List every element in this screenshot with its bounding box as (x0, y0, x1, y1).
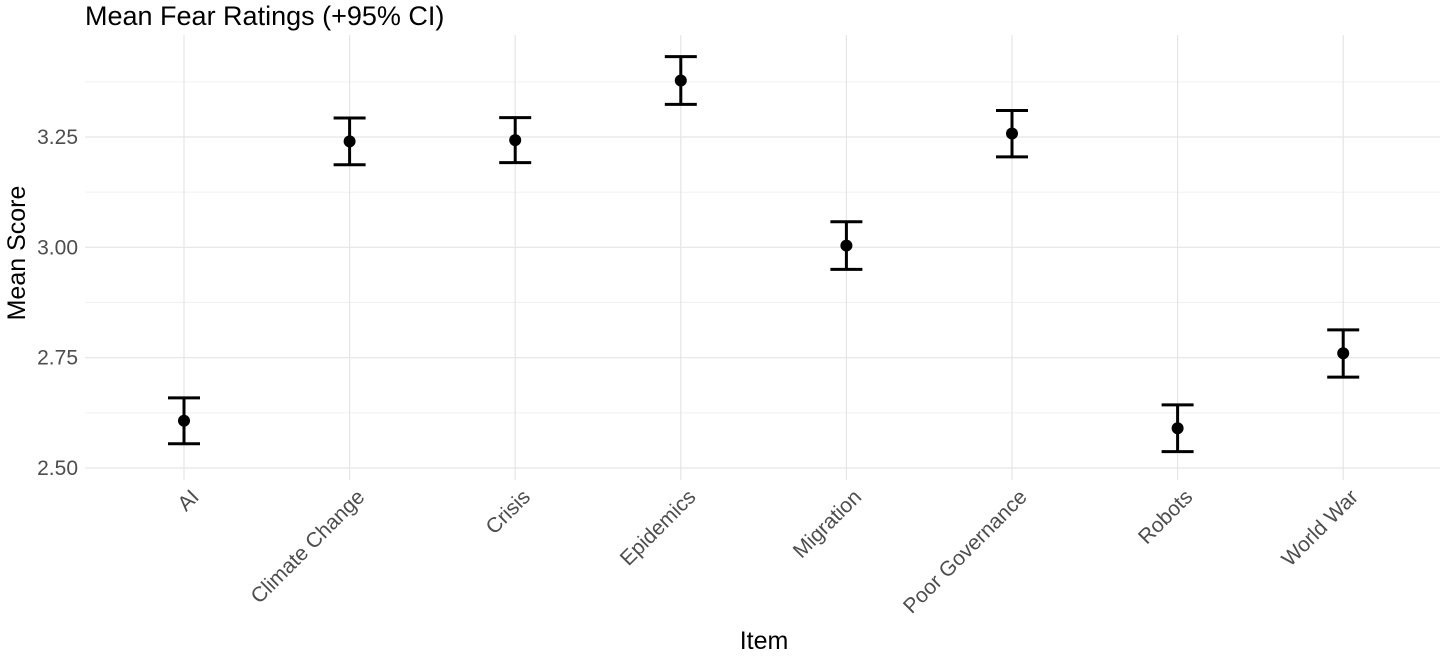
errorbar-group (664, 55, 697, 106)
x-tick-label: Migration (789, 485, 866, 562)
errorbar-group (333, 116, 366, 167)
errorbar-group (1327, 328, 1360, 379)
errorbar-group (996, 109, 1028, 159)
data-point (674, 74, 687, 87)
x-tick-label: Epidemics (616, 485, 701, 570)
data-point (178, 414, 190, 427)
errorbar-group (168, 396, 200, 446)
x-tick-label: Climate Change (247, 485, 370, 608)
y-tick-label: 2.75 (37, 347, 78, 370)
data-point (343, 135, 356, 148)
errorbar-group (1161, 403, 1194, 454)
y-axis-ticks: 2.50 2.75 3.00 3.25 (37, 126, 78, 480)
x-tick-label: World War (1277, 485, 1363, 571)
chart-title: Mean Fear Ratings (+95% CI) (85, 1, 444, 31)
errorbar-group (830, 220, 863, 271)
data-marks (168, 55, 1360, 454)
data-point (840, 239, 853, 252)
x-tick-label: AI (173, 485, 203, 515)
errorbar-group (499, 116, 532, 165)
y-tick-label: 2.50 (37, 457, 78, 480)
gridlines (85, 35, 1440, 480)
x-tick-label: Robots (1134, 485, 1197, 548)
data-point (1006, 127, 1018, 140)
data-point (1337, 347, 1350, 360)
data-point (1171, 422, 1184, 435)
y-tick-label: 3.00 (37, 236, 78, 259)
data-point (509, 134, 522, 147)
x-tick-label: Crisis (482, 485, 535, 538)
y-tick-label: 3.25 (37, 126, 78, 149)
y-axis-title: Mean Score (3, 186, 31, 321)
x-axis-title: Item (740, 627, 789, 655)
x-axis-ticks: AI Climate Change Crisis Epidemics Migration… (173, 485, 1362, 618)
x-tick-label: Poor Governance (899, 485, 1032, 618)
